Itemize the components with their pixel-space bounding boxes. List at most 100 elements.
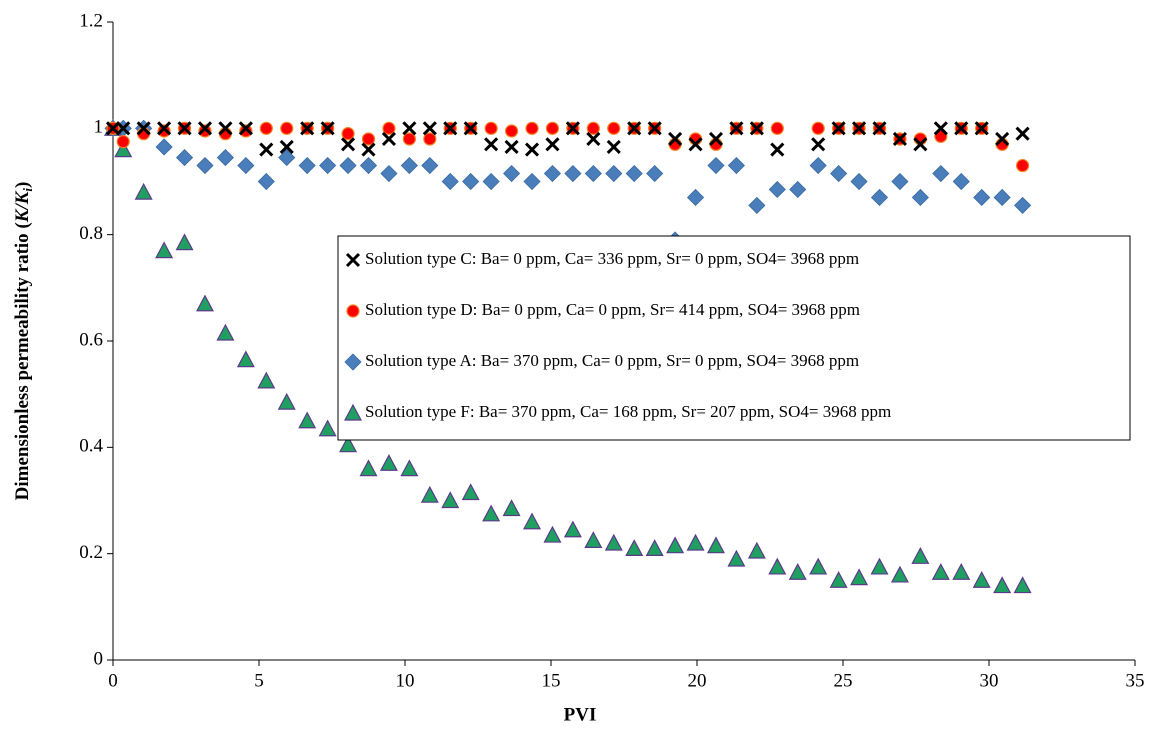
marker-circle [811, 121, 825, 135]
marker-x [361, 142, 376, 157]
marker-triangle [523, 512, 542, 530]
marker-x [197, 121, 213, 136]
marker-x [708, 131, 724, 147]
marker-diamond [278, 149, 296, 167]
marker-x [300, 121, 315, 136]
marker-circle [1015, 158, 1030, 173]
y-tick-label: 0.4 [79, 436, 103, 457]
marker-circle [586, 121, 600, 135]
marker-circle [259, 121, 273, 135]
marker-x [320, 121, 335, 136]
marker-triangle [195, 294, 214, 312]
marker-x [504, 139, 519, 155]
marker-x [116, 121, 131, 136]
y-tick-label: 0 [94, 648, 104, 669]
marker-triangle [298, 411, 317, 429]
x-tick-label: 35 [1126, 670, 1145, 691]
x-tick-label: 0 [108, 670, 118, 691]
marker-circle [361, 132, 376, 146]
marker-triangle [1013, 576, 1032, 594]
x-tick-label: 15 [542, 670, 561, 691]
marker-diamond [748, 196, 766, 214]
marker-diamond [911, 188, 929, 207]
y-label-subscript: i [20, 188, 35, 192]
marker-circle [280, 121, 294, 135]
marker-triangle [931, 563, 950, 580]
marker-triangle [400, 459, 419, 477]
marker-triangle [952, 563, 971, 580]
marker-x [402, 121, 417, 136]
x-axis-label: PVI [564, 704, 597, 725]
marker-x [954, 121, 969, 136]
marker-diamond [932, 164, 950, 183]
marker-diamond [216, 149, 234, 167]
marker-triangle [257, 371, 276, 389]
marker-diamond [441, 172, 459, 191]
marker-triangle [236, 350, 255, 368]
marker-diamond [727, 156, 745, 175]
marker-diamond [605, 164, 623, 183]
marker-x [136, 121, 151, 136]
marker-x [279, 139, 294, 155]
x-tick-label: 10 [396, 670, 415, 691]
marker-diamond [482, 172, 500, 191]
legend-label: Solution type F: Ba= 370 ppm, Ca= 168 pp… [365, 402, 891, 421]
marker-triangle [625, 539, 644, 556]
marker-circle [770, 121, 784, 135]
y-tick-label: 1 [94, 117, 104, 138]
marker-x [177, 121, 192, 136]
marker-diamond [973, 188, 991, 207]
marker-diamond [707, 156, 725, 175]
marker-x [157, 121, 172, 136]
marker-diamond [523, 172, 541, 191]
marker-x [811, 137, 826, 152]
marker-circle [545, 121, 560, 135]
marker-diamond [503, 164, 521, 183]
marker-diamond [319, 156, 337, 175]
marker-circle [525, 121, 539, 135]
x-tick-label: 30 [980, 670, 999, 691]
y-tick-label: 1.2 [79, 10, 103, 31]
marker-x [851, 121, 867, 136]
marker-triangle [216, 323, 235, 341]
marker-x [565, 121, 580, 136]
marker-triangle [339, 435, 358, 453]
marker-diamond [421, 156, 439, 175]
marker-triangle [686, 533, 705, 551]
marker-triangle [890, 565, 909, 583]
marker-diamond [543, 164, 562, 183]
marker-diamond [1014, 196, 1032, 214]
marker-circle [341, 127, 355, 141]
marker-diamond [646, 164, 664, 183]
legend-marker [346, 304, 360, 318]
marker-triangle [727, 549, 746, 567]
marker-x [995, 131, 1010, 147]
marker-triangle [850, 568, 869, 586]
marker-x [627, 121, 642, 136]
marker-triangle [993, 576, 1012, 594]
marker-triangle [359, 459, 378, 477]
marker-circle [116, 135, 130, 149]
marker-x [770, 142, 785, 157]
marker-x [484, 137, 499, 152]
marker-triangle [645, 539, 664, 556]
marker-triangle [829, 570, 848, 588]
marker-x [238, 121, 253, 136]
marker-triangle [543, 525, 562, 543]
marker-diamond [993, 188, 1011, 207]
marker-diamond [175, 149, 194, 167]
marker-x [524, 142, 540, 157]
marker-triangle [441, 491, 460, 509]
marker-x [688, 137, 703, 152]
marker-diamond [870, 188, 889, 207]
marker-triangle [502, 499, 521, 517]
marker-triangle [972, 570, 991, 588]
marker-x [668, 131, 683, 147]
marker-circle [423, 132, 437, 146]
marker-diamond [850, 172, 868, 191]
marker-diamond [686, 188, 705, 207]
marker-x [463, 121, 478, 136]
marker-triangle [134, 182, 153, 200]
marker-triangle [318, 419, 337, 437]
marker-circle [607, 121, 621, 135]
